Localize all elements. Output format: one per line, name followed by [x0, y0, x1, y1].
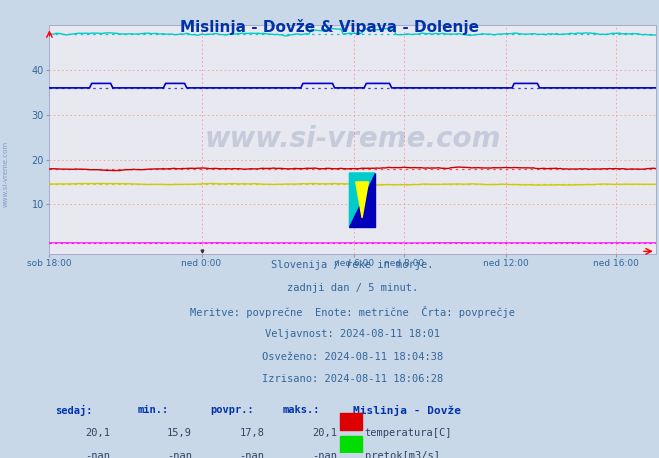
Text: -nan: -nan: [240, 452, 265, 458]
Polygon shape: [349, 173, 375, 227]
Text: Veljavnost: 2024-08-11 18:01: Veljavnost: 2024-08-11 18:01: [265, 328, 440, 338]
Polygon shape: [356, 182, 368, 218]
Text: 20,1: 20,1: [85, 428, 110, 438]
Text: -nan: -nan: [85, 452, 110, 458]
Text: Meritve: povprečne  Enote: metrične  Črta: povprečje: Meritve: povprečne Enote: metrične Črta:…: [190, 305, 515, 317]
Polygon shape: [349, 173, 375, 227]
Text: Mislinja - Dovže & Vipava - Dolenje: Mislinja - Dovže & Vipava - Dolenje: [180, 19, 479, 35]
Bar: [341, 436, 362, 453]
Text: zadnji dan / 5 minut.: zadnji dan / 5 minut.: [287, 283, 418, 293]
Text: 17,8: 17,8: [240, 428, 265, 438]
Text: pretok[m3/s]: pretok[m3/s]: [364, 452, 440, 458]
Text: temperatura[C]: temperatura[C]: [364, 428, 452, 438]
Text: 20,1: 20,1: [312, 428, 337, 438]
Text: -nan: -nan: [167, 452, 192, 458]
Bar: [341, 414, 362, 431]
Text: povpr.:: povpr.:: [210, 405, 254, 415]
Text: Slovenija / reke in morje.: Slovenija / reke in morje.: [272, 260, 434, 270]
Text: www.si-vreme.com: www.si-vreme.com: [3, 141, 9, 207]
Text: Mislinja - Dovže: Mislinja - Dovže: [353, 405, 461, 416]
Text: maks.:: maks.:: [283, 405, 320, 415]
Text: min.:: min.:: [137, 405, 169, 415]
Text: -nan: -nan: [312, 452, 337, 458]
Text: Osveženo: 2024-08-11 18:04:38: Osveženo: 2024-08-11 18:04:38: [262, 351, 444, 361]
Text: 15,9: 15,9: [167, 428, 192, 438]
Text: Izrisano: 2024-08-11 18:06:28: Izrisano: 2024-08-11 18:06:28: [262, 375, 444, 384]
Text: www.si-vreme.com: www.si-vreme.com: [204, 125, 501, 153]
Text: sedaj:: sedaj:: [55, 405, 93, 416]
